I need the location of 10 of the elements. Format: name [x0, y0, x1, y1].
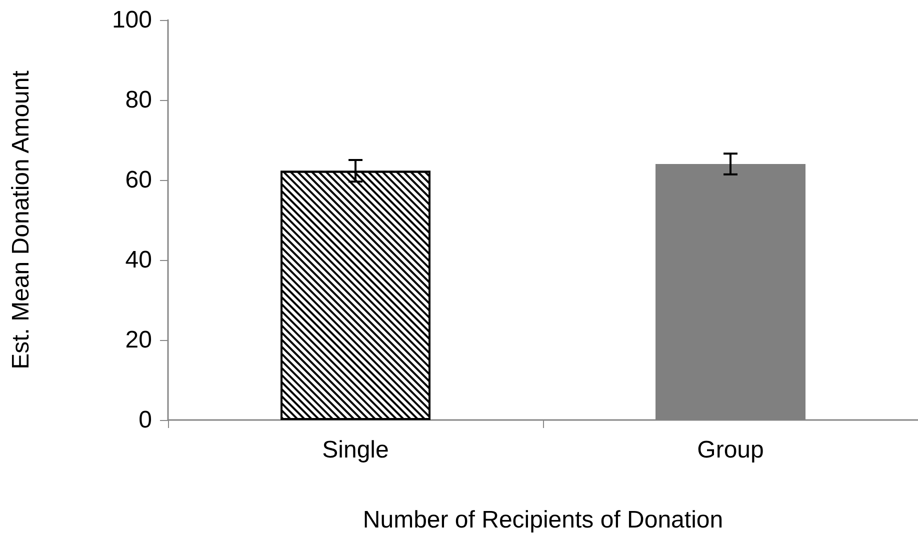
y-tick-label: 60	[125, 166, 152, 194]
y-tick-label: 80	[125, 86, 152, 114]
x-axis-title: Number of Recipients of Donation	[362, 506, 724, 534]
y-tick-label: 20	[125, 326, 152, 354]
y-tick-label: 0	[138, 406, 152, 434]
y-axis-title: Est. Mean Donation Amount	[8, 70, 34, 370]
y-tick-label: 40	[125, 246, 152, 274]
x-tick-label: Group	[697, 436, 764, 464]
x-tick-label: Single	[322, 436, 389, 464]
y-tick-label: 100	[112, 6, 152, 34]
